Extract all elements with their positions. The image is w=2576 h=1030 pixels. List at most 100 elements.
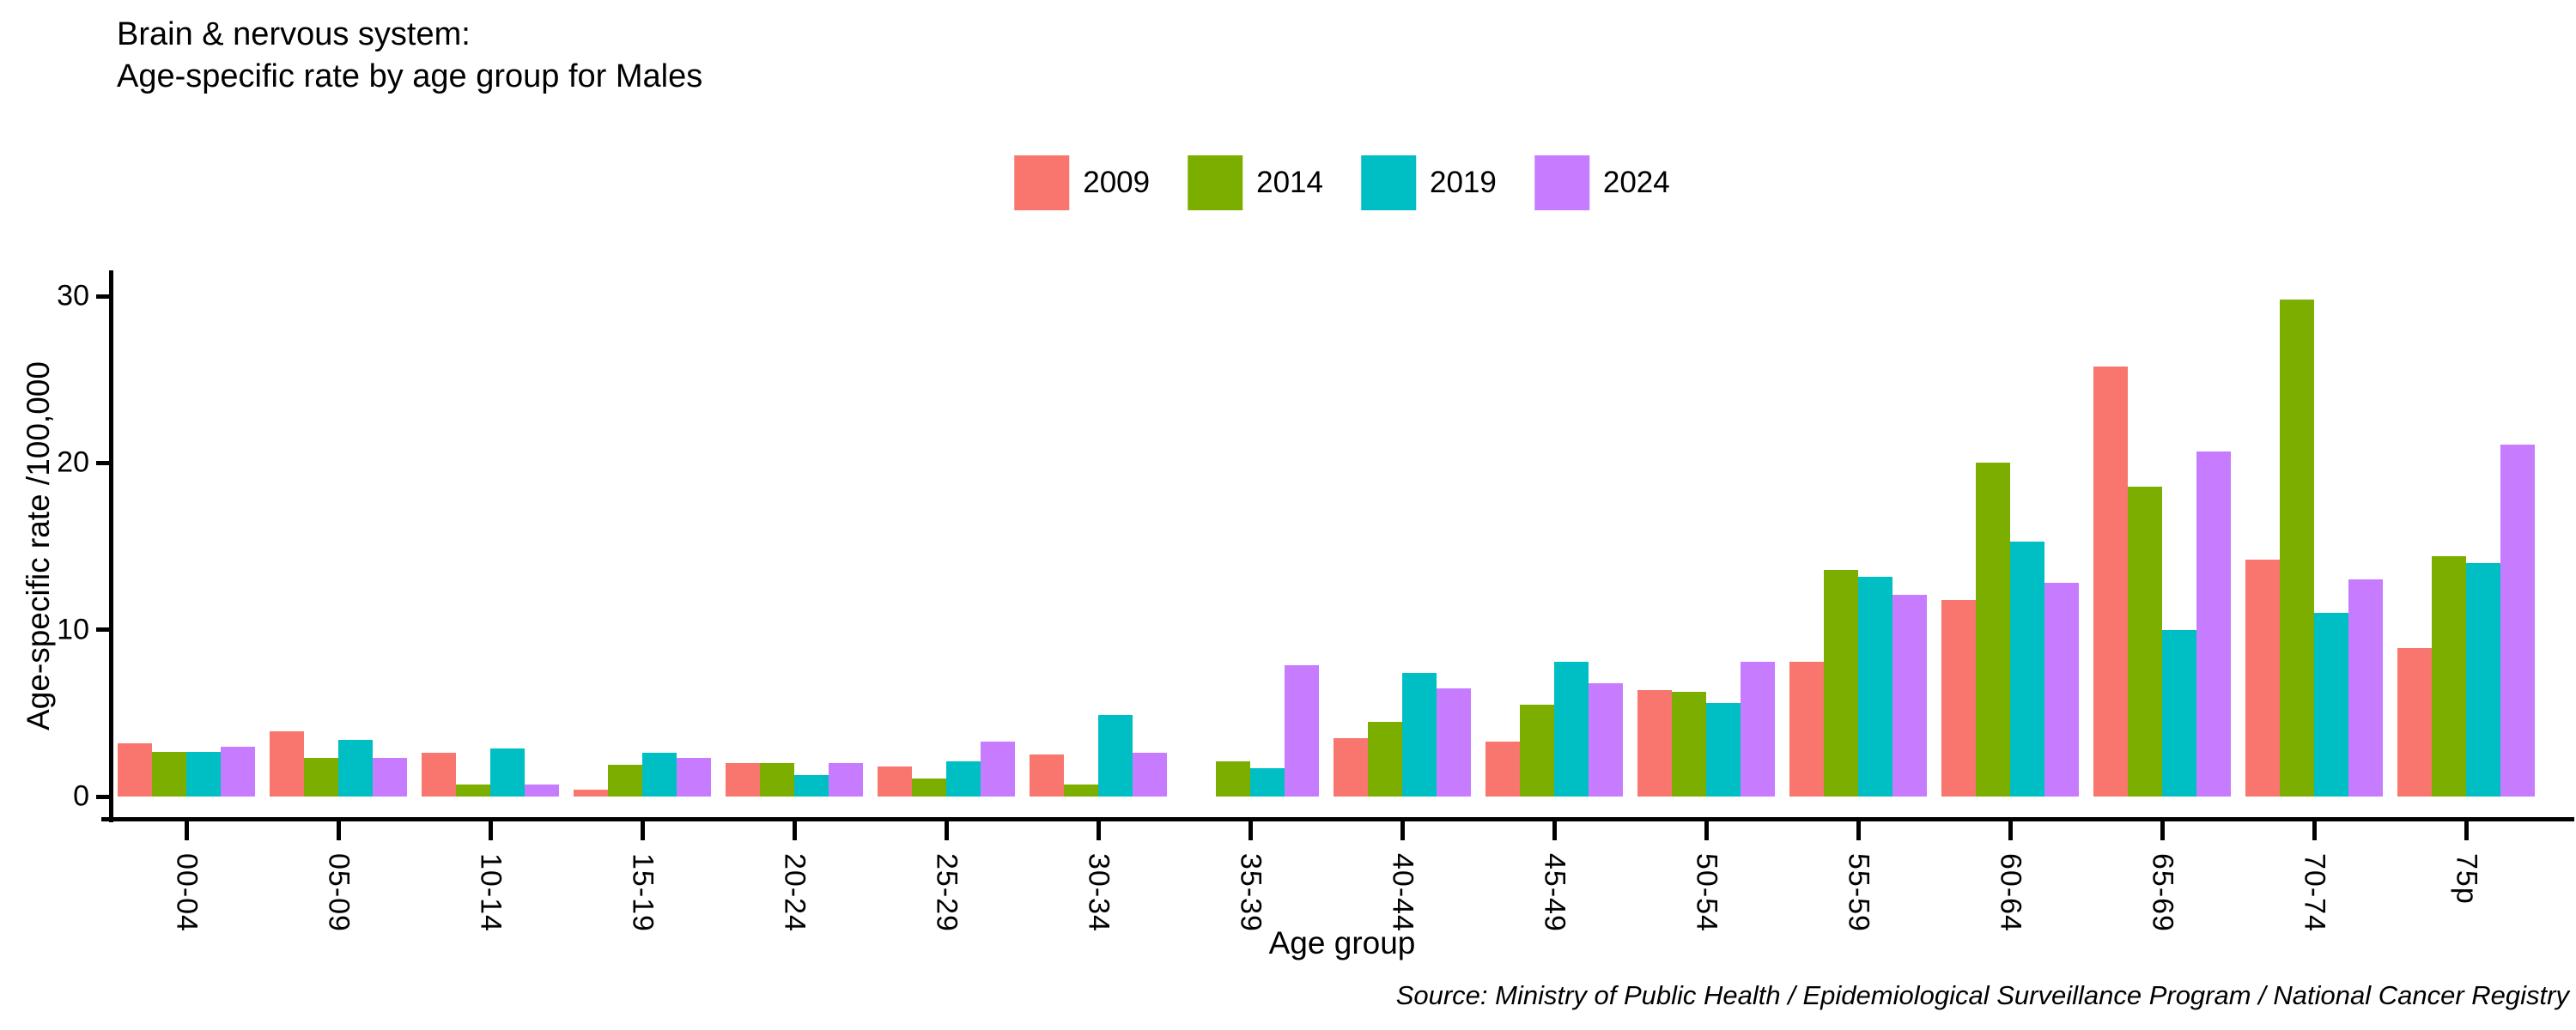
x-tick-label: 10-14 [474,853,507,932]
x-tick-mark [184,821,189,840]
bar-75p-2014 [2432,556,2466,797]
bar-30-34-2009 [1030,754,1065,797]
bar-55-59-2019 [1858,576,1893,797]
x-tick-label: 25-29 [930,853,963,932]
bar-45-49-2014 [1520,705,1554,797]
bar-45-49-2019 [1554,661,1589,797]
bar-15-19-2024 [676,758,711,797]
bar-10-14-2014 [456,785,490,797]
bar-40-44-2014 [1368,721,1402,797]
x-tick-mark [1096,821,1101,840]
x-axis-line [101,817,2574,821]
bar-30-34-2014 [1064,785,1098,797]
bar-00-04-2009 [118,742,153,797]
bar-65-69-2019 [2162,629,2196,797]
bar-45-49-2009 [1485,741,1521,797]
x-tick-mark [2008,821,2013,840]
bar-35-39-2019 [1250,767,1285,797]
bar-30-34-2019 [1098,714,1133,797]
bar-00-04-2024 [220,746,255,797]
bar-50-54-2019 [1706,703,1741,797]
axis-title-x: Age group [1268,925,1416,960]
x-tick-mark [1248,821,1253,840]
y-tick-label: 20 [57,445,89,479]
bar-55-59-2009 [1789,661,1825,797]
x-tick-label: 50-54 [1690,853,1723,932]
legend-item-2019: 2019 [1361,155,1497,210]
x-tick-label: 60-64 [1994,853,2027,932]
bar-05-09-2014 [304,758,338,797]
y-tick-mark [96,294,109,299]
x-tick-label: 40-44 [1386,853,1419,932]
page-title-line2: Age-specific rate by age group for Males [117,58,703,94]
bar-15-19-2009 [574,790,609,797]
bar-45-49-2024 [1588,682,1623,797]
bar-55-59-2024 [1892,594,1927,797]
bar-65-69-2009 [2093,366,2129,797]
bar-65-69-2024 [2196,451,2231,797]
bar-70-74-2019 [2314,613,2348,797]
x-tick-mark [2312,821,2317,840]
bar-15-19-2014 [608,765,642,797]
bar-25-29-2014 [912,778,946,797]
x-tick-mark [2160,821,2165,840]
x-tick-label: 65-69 [2146,853,2179,932]
x-tick-label: 55-59 [1842,853,1875,932]
y-tick-label: 30 [57,279,89,312]
bar-70-74-2014 [2280,299,2314,797]
x-tick-label: 75p [2450,853,2483,905]
source-note: Source: Ministry of Public Health / Epid… [1395,980,2569,1010]
x-tick-label: 45-49 [1538,853,1571,932]
bar-35-39-2014 [1216,761,1250,797]
x-tick-label: 70-74 [2298,853,2331,932]
x-tick-mark [1400,821,1405,840]
bar-40-44-2024 [1436,688,1471,797]
bar-60-64-2019 [2010,541,2044,797]
x-tick-label: 35-39 [1234,853,1267,932]
bar-55-59-2014 [1824,569,1858,797]
bar-05-09-2009 [270,731,305,797]
legend-label: 2014 [1256,166,1323,199]
bar-10-14-2024 [524,785,559,797]
bar-20-24-2009 [726,763,761,797]
y-tick-mark [96,460,109,465]
y-tick-label: 0 [73,779,89,813]
legend-swatch-2024 [1534,155,1589,210]
legend-label: 2024 [1602,166,1670,199]
bar-60-64-2014 [1976,463,2010,797]
bar-25-29-2024 [980,741,1015,797]
bar-50-54-2024 [1740,661,1775,797]
bar-15-19-2019 [642,753,677,797]
x-tick-mark [488,821,493,840]
x-tick-mark [1704,821,1709,840]
bar-75p-2019 [2466,562,2500,797]
bar-30-34-2024 [1132,753,1167,797]
page-title-line1: Brain & nervous system: [117,16,471,52]
bar-20-24-2019 [794,774,829,797]
x-tick-mark [336,821,341,840]
bar-10-14-2019 [490,748,525,797]
bar-70-74-2024 [2348,579,2383,797]
x-tick-mark [792,821,797,840]
bar-75p-2009 [2397,648,2433,797]
bar-00-04-2019 [186,751,221,797]
bar-40-44-2019 [1402,673,1437,797]
x-tick-mark [640,821,645,840]
bar-60-64-2024 [2044,583,2079,797]
legend-swatch-2009 [1014,155,1070,210]
bar-05-09-2024 [372,758,407,797]
bar-10-14-2009 [422,753,457,797]
bar-65-69-2014 [2128,486,2162,797]
page-title: Brain & nervous system: Age-specific rat… [117,14,702,98]
bar-35-39-2024 [1284,664,1319,797]
x-tick-label: 20-24 [778,853,811,932]
x-tick-mark [944,821,949,840]
x-tick-label: 05-09 [322,853,355,932]
bar-50-54-2014 [1672,691,1706,797]
bar-05-09-2019 [338,739,373,797]
x-tick-mark [1856,821,1861,840]
y-tick-mark [96,627,109,633]
legend-label: 2019 [1430,166,1497,199]
legend-swatch-2019 [1361,155,1416,210]
